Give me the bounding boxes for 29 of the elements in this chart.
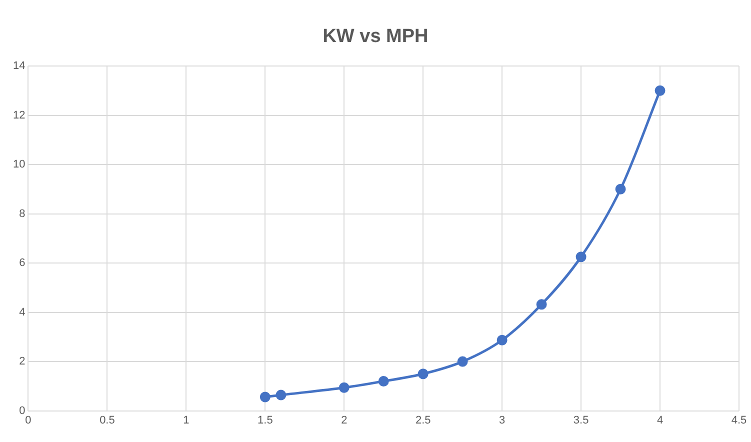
x-tick-label: 2 bbox=[341, 414, 348, 426]
x-tick-label: 2.5 bbox=[415, 414, 431, 426]
y-tick-label: 12 bbox=[12, 109, 26, 122]
point bbox=[457, 356, 468, 367]
point bbox=[338, 382, 350, 393]
point bbox=[378, 376, 389, 386]
point bbox=[654, 85, 666, 96]
y-tick-label: 8 bbox=[19, 208, 26, 220]
y-tick-label: 4 bbox=[19, 306, 26, 318]
point bbox=[615, 184, 626, 194]
x-tick-label: 3.5 bbox=[573, 414, 589, 426]
x-tick-label: 4.5 bbox=[731, 414, 747, 426]
y-tick-label: 2 bbox=[19, 356, 26, 368]
y-tick-label: 0 bbox=[19, 404, 26, 417]
x-tick-label: 4 bbox=[656, 414, 664, 426]
y-tick-label: 6 bbox=[19, 257, 26, 270]
point bbox=[576, 252, 586, 262]
point bbox=[276, 390, 286, 400]
y-tick-label: 10 bbox=[12, 158, 26, 171]
point bbox=[260, 392, 270, 402]
point bbox=[536, 299, 547, 310]
point bbox=[418, 368, 428, 380]
point bbox=[496, 334, 508, 346]
x-tick-label: 1 bbox=[183, 414, 190, 426]
chart-title: KW vs MPH bbox=[322, 26, 430, 48]
x-tick-label: 3 bbox=[499, 414, 506, 426]
x-tick-label: 0.5 bbox=[100, 414, 115, 426]
y-tick-label: 14 bbox=[12, 60, 26, 72]
x-tick-label: 1.5 bbox=[258, 414, 273, 426]
